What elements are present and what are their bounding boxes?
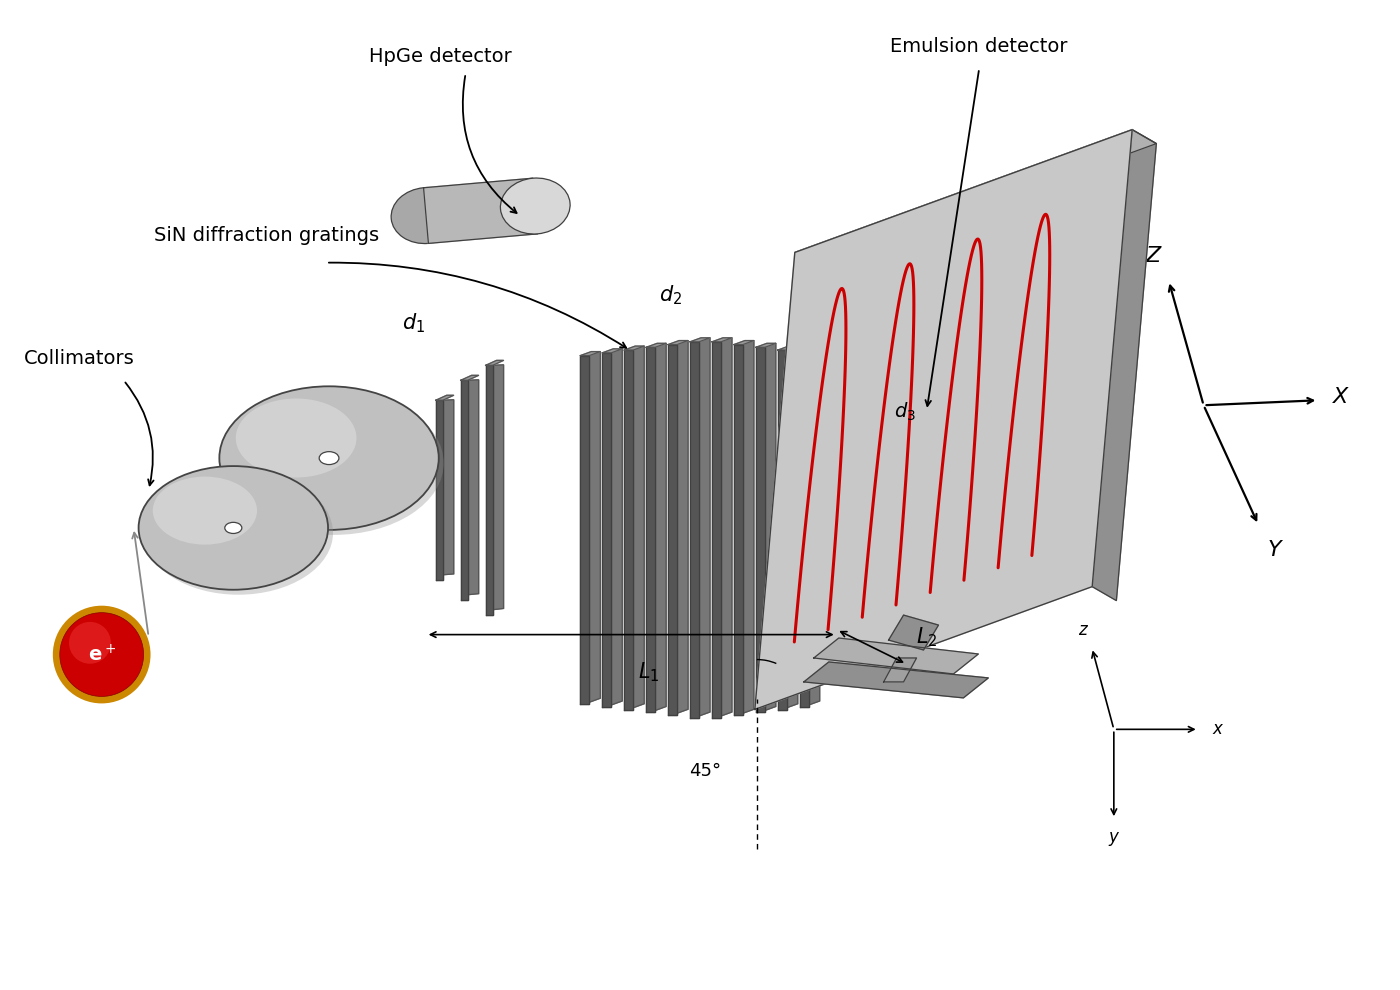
- Text: $L_2$: $L_2$: [916, 625, 937, 648]
- Ellipse shape: [500, 178, 570, 234]
- Text: $z$: $z$: [1078, 621, 1089, 639]
- Polygon shape: [756, 344, 776, 347]
- Polygon shape: [778, 350, 787, 710]
- Polygon shape: [690, 338, 710, 342]
- Polygon shape: [655, 344, 666, 711]
- Polygon shape: [602, 352, 612, 707]
- Polygon shape: [804, 662, 988, 698]
- Polygon shape: [589, 351, 601, 702]
- Ellipse shape: [144, 471, 333, 595]
- Ellipse shape: [319, 451, 339, 464]
- Polygon shape: [1092, 130, 1156, 601]
- Polygon shape: [713, 342, 721, 718]
- Polygon shape: [795, 130, 1156, 266]
- Polygon shape: [743, 341, 753, 713]
- Polygon shape: [647, 344, 666, 347]
- Polygon shape: [461, 380, 468, 600]
- Ellipse shape: [69, 622, 111, 663]
- Polygon shape: [734, 345, 743, 715]
- Polygon shape: [424, 178, 538, 244]
- Text: $X$: $X$: [1331, 387, 1351, 407]
- Polygon shape: [755, 130, 1133, 710]
- Text: Emulsion detector: Emulsion detector: [890, 37, 1068, 55]
- Polygon shape: [633, 346, 644, 708]
- Ellipse shape: [225, 523, 242, 534]
- Polygon shape: [486, 360, 504, 365]
- Ellipse shape: [235, 399, 357, 477]
- Ellipse shape: [60, 613, 144, 696]
- Polygon shape: [435, 395, 454, 400]
- Polygon shape: [787, 346, 798, 708]
- Text: $Z$: $Z$: [1145, 246, 1163, 265]
- Polygon shape: [581, 355, 589, 704]
- Ellipse shape: [139, 466, 328, 590]
- Text: $x$: $x$: [1212, 721, 1225, 739]
- Text: e$^+$: e$^+$: [88, 644, 116, 665]
- Polygon shape: [468, 380, 479, 595]
- Polygon shape: [778, 346, 798, 350]
- Text: SiN diffraction gratings: SiN diffraction gratings: [154, 227, 379, 246]
- Polygon shape: [435, 400, 442, 580]
- Polygon shape: [713, 338, 732, 342]
- Polygon shape: [493, 365, 504, 610]
- Polygon shape: [647, 347, 655, 713]
- Polygon shape: [721, 338, 732, 716]
- Polygon shape: [756, 347, 764, 713]
- Polygon shape: [602, 348, 622, 352]
- Polygon shape: [442, 400, 454, 575]
- Polygon shape: [668, 341, 687, 345]
- Text: HpGe detector: HpGe detector: [370, 47, 512, 65]
- Polygon shape: [612, 348, 622, 705]
- Polygon shape: [764, 344, 776, 711]
- Polygon shape: [486, 365, 493, 615]
- Text: 45°: 45°: [689, 762, 721, 780]
- Text: $L_1$: $L_1$: [638, 660, 659, 684]
- Ellipse shape: [220, 386, 438, 530]
- Polygon shape: [799, 352, 809, 707]
- Polygon shape: [889, 615, 938, 650]
- Polygon shape: [461, 375, 479, 380]
- Ellipse shape: [224, 391, 444, 535]
- Text: Collimators: Collimators: [24, 348, 136, 368]
- Polygon shape: [883, 658, 917, 682]
- Polygon shape: [699, 338, 710, 716]
- Text: $Y$: $Y$: [1267, 540, 1284, 560]
- Text: $y$: $y$: [1107, 830, 1120, 848]
- Polygon shape: [624, 350, 633, 710]
- Polygon shape: [690, 342, 699, 718]
- Ellipse shape: [153, 476, 258, 544]
- Text: $d_3$: $d_3$: [895, 400, 916, 423]
- Text: $d_1$: $d_1$: [402, 312, 426, 336]
- Polygon shape: [734, 341, 753, 345]
- Polygon shape: [668, 345, 678, 715]
- Polygon shape: [809, 348, 819, 705]
- Polygon shape: [581, 351, 601, 355]
- Ellipse shape: [391, 187, 461, 244]
- Ellipse shape: [53, 606, 151, 704]
- Text: $d_2$: $d_2$: [658, 284, 682, 307]
- Polygon shape: [813, 638, 979, 674]
- Polygon shape: [678, 341, 687, 713]
- Polygon shape: [624, 346, 644, 350]
- Polygon shape: [799, 348, 819, 352]
